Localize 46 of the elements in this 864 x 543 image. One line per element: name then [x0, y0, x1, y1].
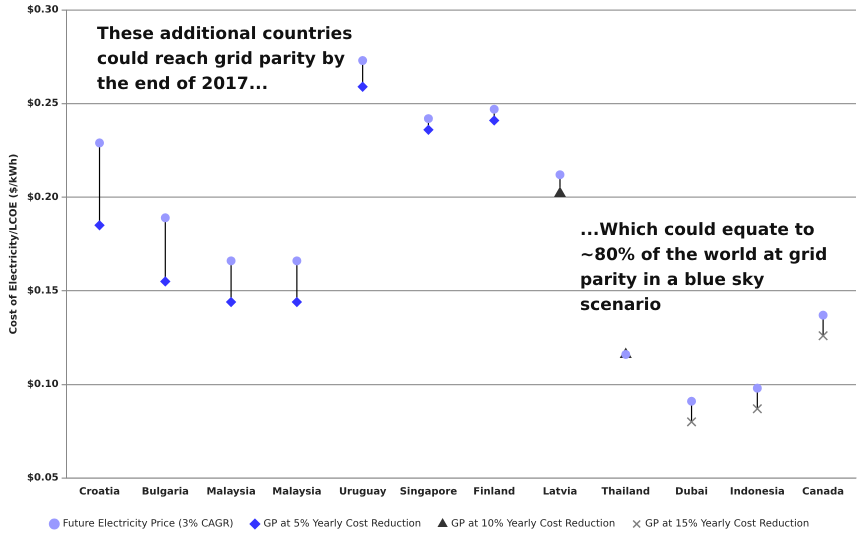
annotation: ...Which could equate to ~80% of the world at grid parity in a blue sky scenario — [580, 219, 828, 317]
x-tick-label: Finland — [473, 486, 516, 498]
point — [358, 56, 368, 66]
point — [94, 220, 105, 230]
legend-label: GP at 10% Yearly Cost Reduction — [451, 518, 616, 530]
legend-label: GP at 15% Yearly Cost Reduction — [645, 518, 810, 530]
x-tick-label: Latvia — [542, 486, 578, 498]
x-tick-label: Bulgaria — [142, 486, 189, 498]
x-tick-label: Canada — [802, 486, 844, 498]
point — [489, 115, 500, 126]
point — [160, 276, 170, 286]
point — [226, 297, 236, 308]
point — [686, 416, 697, 427]
legend-label: GP at 5% Yearly Cost Reduction — [263, 518, 422, 530]
annotation: These additional countries could reach grid parity by the end of 2017... — [97, 23, 354, 96]
point — [687, 396, 696, 406]
point — [424, 114, 433, 124]
x-tick-label: Singapore — [400, 486, 458, 498]
x-tick-label: Malaysia — [206, 486, 256, 498]
legend-label: Future Electricity Price (3% CAGR) — [62, 518, 234, 530]
point — [818, 330, 828, 341]
y-tick-label: $0.20 — [26, 192, 59, 203]
point — [555, 170, 564, 180]
y-axis-title: Cost of Electricity/LCOE ($/kWh) — [8, 154, 20, 334]
point — [226, 256, 236, 266]
point — [160, 213, 170, 222]
point — [292, 256, 302, 266]
y-tick-label: $0.05 — [26, 472, 59, 484]
x-tick-label: Thailand — [601, 486, 650, 498]
y-tick-label: $0.25 — [26, 98, 59, 110]
x-tick-label: Croatia — [79, 486, 120, 498]
y-tick-label: $0.30 — [26, 4, 59, 16]
point — [818, 310, 828, 320]
point — [358, 82, 368, 92]
x-tick-label: Malaysia — [272, 486, 322, 498]
point — [490, 104, 499, 114]
point — [752, 384, 762, 393]
x-tick-label: Uruguay — [338, 486, 387, 498]
point — [423, 124, 434, 135]
y-tick-label: $0.15 — [26, 285, 59, 296]
y-tick-label: $0.10 — [26, 378, 59, 390]
point — [292, 297, 302, 308]
x-tick-label: Indonesia — [730, 486, 785, 498]
x-tick-label: Dubai — [675, 486, 708, 498]
point — [95, 138, 104, 148]
point — [752, 404, 762, 414]
